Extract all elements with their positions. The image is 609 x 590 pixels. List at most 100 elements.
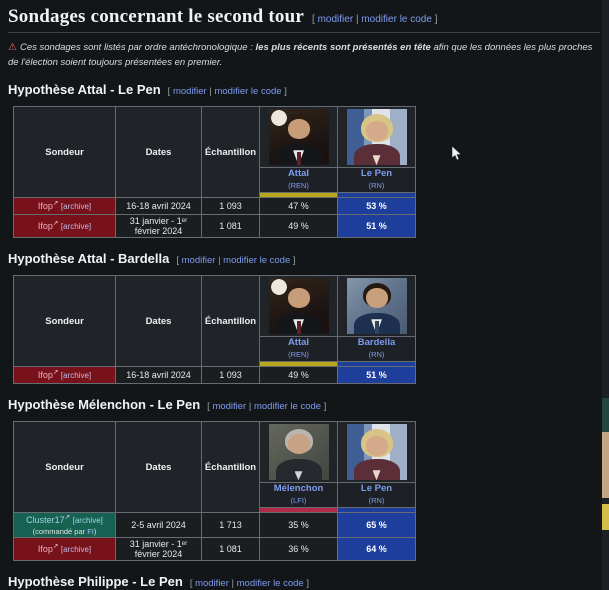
- attal-photo[interactable]: [268, 278, 329, 335]
- candidate-link-lepen[interactable]: Le Pen: [360, 168, 393, 180]
- ifop-link[interactable]: Ifop: [37, 201, 53, 212]
- attal-photo[interactable]: [268, 109, 329, 166]
- candidate-cell: Attal (REN): [259, 167, 338, 194]
- bardella-photo[interactable]: [346, 278, 407, 335]
- modifier-le-code-link[interactable]: modifier le code: [214, 86, 282, 98]
- modifier-le-code-link[interactable]: modifier le code: [223, 255, 291, 267]
- echantillon-cell: 1 093: [201, 197, 260, 216]
- edit-links: [ modifier | modifier le code ]: [168, 86, 287, 97]
- heading-attal-lepen: Hypothèse Attal - Le Pen: [8, 82, 161, 98]
- col-header-dates: Dates: [115, 275, 202, 368]
- modifier-le-code-link[interactable]: modifier le code: [253, 401, 322, 413]
- candidate-link-attal[interactable]: Attal: [287, 337, 310, 349]
- col-header-echantillon: Échantillon: [201, 275, 260, 368]
- edit-links: [ modifier | modifier le code ]: [207, 401, 326, 412]
- edit-links: [ modifier | modifier le code ]: [312, 14, 437, 25]
- party-link-lfi[interactable]: (LFI): [290, 496, 307, 506]
- divider: |: [231, 577, 234, 589]
- warning-icon: ⚠: [8, 42, 17, 53]
- archive-link[interactable]: [archive]: [60, 544, 92, 554]
- table-row: Cluster17↗ [archive] (commandé par FI) 2…: [13, 512, 416, 538]
- bracket: [: [207, 401, 210, 413]
- party-link-rn[interactable]: (RN): [368, 496, 385, 506]
- section-header: Hypothèse Philippe - Le Pen [ modifier |…: [8, 574, 600, 589]
- col-header-echantillon: Échantillon: [201, 106, 260, 199]
- poll-table-melenchon-lepen: Sondeur Dates Échantillon Mélenchon (LFI)…: [13, 421, 416, 561]
- clipped-content-sliver: [602, 398, 609, 432]
- divider: |: [218, 255, 221, 267]
- photo-cell: [259, 421, 338, 484]
- party-link-ren[interactable]: (REN): [288, 350, 309, 360]
- echantillon-cell: 1 081: [201, 214, 260, 239]
- result-value: 36 %: [259, 536, 338, 561]
- poll-table-attal-lepen: Sondeur Dates Échantillon Attal (REN) Le …: [13, 106, 416, 239]
- divider: |: [355, 14, 359, 25]
- col-header-sondeur: Sondeur: [13, 421, 116, 514]
- external-link-icon: ↗: [64, 514, 71, 522]
- divider: |: [248, 401, 252, 413]
- echantillon-cell: 1 713: [201, 512, 260, 538]
- result-value-winner: 64 %: [337, 536, 416, 561]
- candidate-link-attal[interactable]: Attal: [287, 168, 310, 180]
- result-value: 47 %: [259, 197, 338, 216]
- bracket: [: [312, 14, 315, 25]
- col-header-sondeur: Sondeur: [13, 275, 116, 368]
- archive-link[interactable]: [archive]: [60, 202, 92, 212]
- party-link-rn[interactable]: (RN): [368, 350, 385, 360]
- archive-link[interactable]: [archive]: [60, 222, 92, 232]
- dates-cell: 31 janvier - 1ᵉʳ février 2024: [115, 214, 202, 239]
- dates-cell: 31 janvier - 1ᵉʳ février 2024: [115, 536, 202, 561]
- col-header-dates: Dates: [115, 106, 202, 199]
- photo-cell: [337, 275, 416, 338]
- ifop-link[interactable]: Ifop: [37, 543, 53, 554]
- party-color-bar: [337, 507, 416, 514]
- lepen-photo[interactable]: [346, 424, 407, 481]
- result-value: 49 %: [259, 366, 338, 385]
- bracket: [: [167, 86, 171, 98]
- archive-link[interactable]: [archive]: [60, 371, 92, 381]
- ifop-link[interactable]: Ifop: [37, 370, 53, 381]
- modifier-link[interactable]: modifier: [317, 14, 354, 25]
- window-edge-strip: [602, 0, 609, 590]
- sondeur-cell: Ifop↗ [archive]: [13, 197, 116, 216]
- modifier-link[interactable]: modifier: [195, 577, 229, 589]
- modifier-le-code-link[interactable]: modifier le code: [361, 14, 432, 25]
- cluster17-link[interactable]: Cluster17: [26, 515, 65, 526]
- echantillon-cell: 1 081: [201, 536, 260, 561]
- col-header-sondeur: Sondeur: [13, 106, 116, 199]
- sondeur-cell: Ifop↗ [archive]: [13, 366, 116, 385]
- lepen-photo[interactable]: [346, 109, 407, 166]
- dates-cell: 16-18 avril 2024: [115, 197, 202, 216]
- modifier-le-code-link[interactable]: modifier le code: [236, 577, 304, 589]
- archive-link[interactable]: [archive]: [72, 516, 103, 526]
- candidate-link-lepen[interactable]: Le Pen: [360, 483, 393, 495]
- external-link-icon: ↗: [52, 542, 59, 550]
- melenchon-photo[interactable]: [268, 424, 329, 481]
- modifier-link[interactable]: modifier: [212, 401, 247, 413]
- modifier-link[interactable]: modifier: [172, 86, 207, 98]
- candidate-cell: Attal (REN): [259, 336, 338, 363]
- fi-link[interactable]: FI: [87, 526, 94, 536]
- sondeur-cell: Ifop↗ [archive]: [13, 214, 116, 239]
- candidate-link-melenchon[interactable]: Mélenchon: [273, 483, 324, 495]
- table-row: Ifop↗ [archive] 31 janvier - 1ᵉʳ février…: [13, 536, 416, 561]
- echantillon-cell: 1 093: [201, 366, 260, 385]
- candidate-link-bardella[interactable]: Bardella: [357, 337, 396, 349]
- ifop-link[interactable]: Ifop: [37, 221, 53, 232]
- photo-cell: [259, 275, 338, 338]
- candidate-cell: Bardella (RN): [337, 336, 416, 363]
- section-header: Hypothèse Attal - Bardella [ modifier | …: [8, 251, 600, 266]
- bracket: ]: [323, 401, 327, 413]
- result-value-winner: 53 %: [337, 197, 416, 216]
- notice-text: afin que les données les plus proches de…: [8, 42, 593, 68]
- poll-table-attal-bardella: Sondeur Dates Échantillon Attal (REN) Bar…: [13, 275, 416, 385]
- section-header: Hypothèse Attal - Le Pen [ modifier | mo…: [8, 82, 600, 97]
- modifier-link[interactable]: modifier: [181, 255, 216, 267]
- party-link-ren[interactable]: (REN): [288, 181, 309, 191]
- party-link-rn[interactable]: (RN): [368, 181, 385, 191]
- sondeur-cell: Cluster17↗ [archive] (commandé par FI): [13, 512, 116, 538]
- heading-melenchon-lepen: Hypothèse Mélenchon - Le Pen: [8, 397, 201, 413]
- dates-cell: 16-18 avril 2024: [115, 366, 202, 385]
- dates-cell: 2-5 avril 2024: [115, 512, 202, 538]
